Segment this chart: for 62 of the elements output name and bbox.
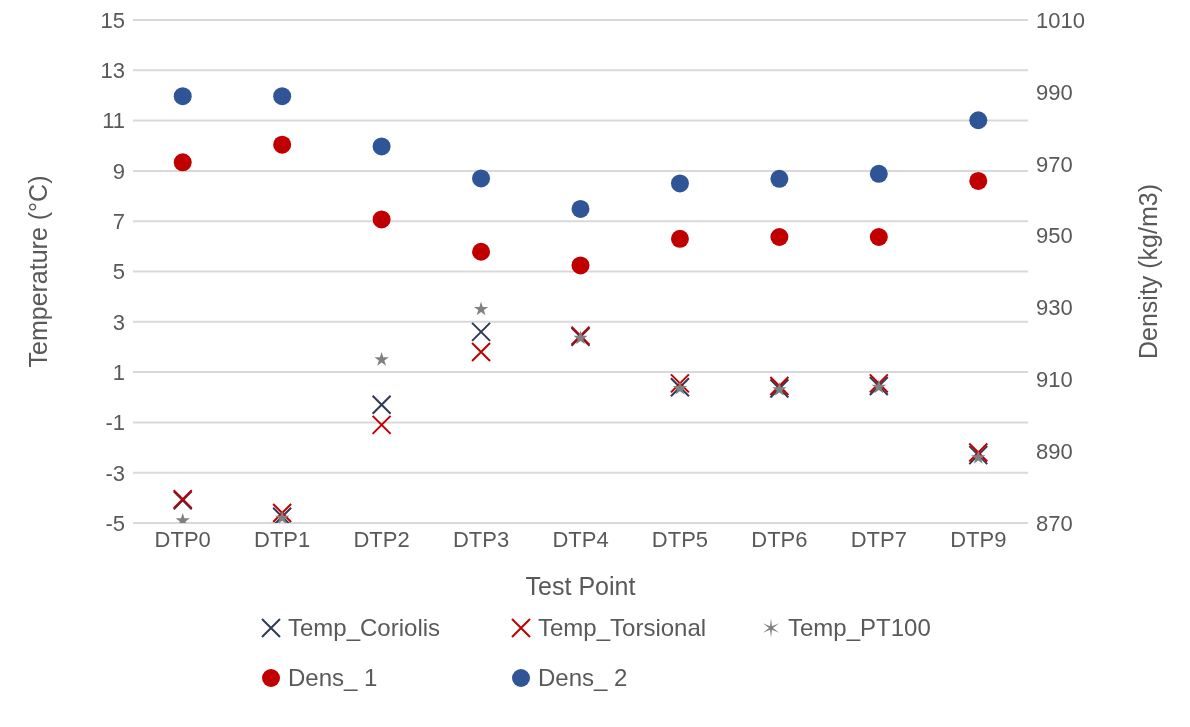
point: [770, 228, 789, 247]
point: [971, 450, 986, 464]
point: [274, 510, 290, 523]
y-axis-title: Temperature (°C): [23, 175, 52, 368]
point: [571, 199, 590, 218]
point: [173, 87, 192, 106]
y2-tick-label: 950: [1036, 223, 1073, 249]
point: [969, 111, 988, 130]
y2-tick-label: 910: [1036, 367, 1073, 393]
point: [374, 351, 389, 366]
point: [372, 210, 391, 229]
x-tick-label: DTP3: [452, 526, 510, 552]
y-tick-label: 5: [112, 259, 125, 285]
y-tick-label: 3: [112, 309, 125, 335]
y-tick-label: 7: [112, 209, 125, 235]
x-tick-label: DTP5: [651, 526, 709, 552]
point: [371, 394, 392, 415]
y-tick-label: 9: [112, 158, 125, 184]
point: [670, 174, 689, 193]
point: [770, 169, 789, 188]
y2-tick-label: 970: [1036, 151, 1073, 177]
point: [969, 171, 988, 190]
y-tick-label: 15: [100, 7, 125, 33]
point: [471, 341, 492, 362]
legend-label: Temp_PT100: [788, 614, 931, 642]
x-tick-label: DTP9: [950, 526, 1007, 552]
x-tick-label: DTP2: [353, 526, 410, 552]
y2-tick-label: 890: [1036, 438, 1073, 464]
point: [869, 164, 888, 183]
x-tick-label: DTP7: [850, 526, 907, 552]
legend-label: Dens_ 2: [538, 664, 628, 692]
y-tick-label: 1: [112, 359, 125, 385]
point: [371, 414, 392, 435]
y2-axis-title: Density (kg/m3): [1133, 183, 1162, 360]
x-tick-label: DTP4: [552, 526, 609, 552]
x-axis-title: Test Point: [525, 572, 636, 600]
point: [473, 301, 489, 316]
point: [670, 229, 689, 248]
point: [273, 87, 292, 106]
x-tick-label: DTP6: [751, 526, 808, 552]
x-tick-label: DTP1: [254, 526, 311, 552]
point: [273, 135, 292, 154]
y2-tick-label: 1010: [1036, 7, 1085, 33]
x-tick-label: DTP0: [154, 526, 211, 552]
y-tick-label: -1: [105, 410, 125, 436]
legend-label: Dens_ 1: [288, 664, 378, 692]
y-tick-label: 13: [100, 58, 125, 84]
point: [472, 169, 491, 188]
y-tick-label: 11: [102, 108, 125, 134]
legend-label: Temp_Coriolis: [288, 614, 441, 642]
point: [869, 228, 888, 247]
y2-tick-label: 930: [1036, 295, 1073, 321]
y-tick-label: -5: [105, 510, 125, 536]
point: [173, 153, 192, 172]
point: [571, 256, 590, 275]
point: [472, 242, 491, 261]
point: [471, 321, 492, 342]
legend-label: Temp_Torsional: [538, 614, 707, 642]
y-tick-label: -3: [105, 460, 125, 486]
y2-tick-label: 870: [1036, 510, 1073, 536]
y2-tick-label: 990: [1036, 79, 1073, 105]
point: [372, 137, 391, 156]
